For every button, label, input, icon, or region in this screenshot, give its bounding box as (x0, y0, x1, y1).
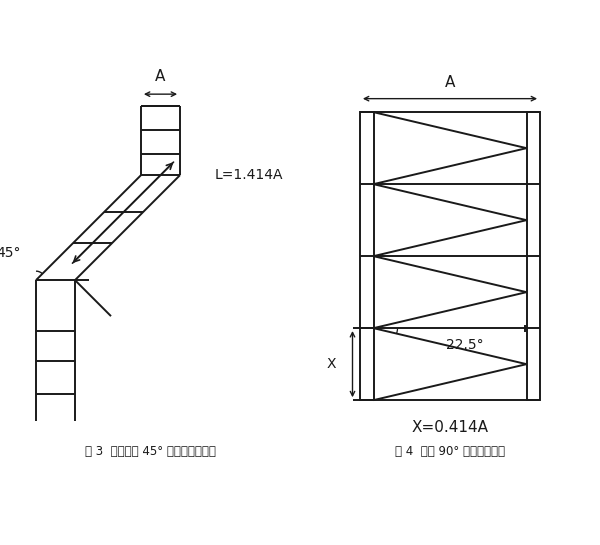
Text: 图 4  水平 90° 弯头切割尺寸: 图 4 水平 90° 弯头切割尺寸 (395, 445, 505, 458)
Text: X: X (327, 357, 336, 371)
Text: A: A (155, 69, 166, 83)
Text: X=0.414A: X=0.414A (412, 420, 488, 435)
Text: L=1.414A: L=1.414A (215, 168, 283, 182)
Text: A: A (445, 75, 455, 89)
Text: 图 3  水平跳弯 45° 弯头的斜边计算: 图 3 水平跳弯 45° 弯头的斜边计算 (85, 445, 215, 458)
Text: 45°: 45° (0, 246, 21, 260)
Bar (527, 112, 540, 400)
Bar (360, 112, 373, 400)
Text: 22.5°: 22.5° (446, 338, 484, 352)
